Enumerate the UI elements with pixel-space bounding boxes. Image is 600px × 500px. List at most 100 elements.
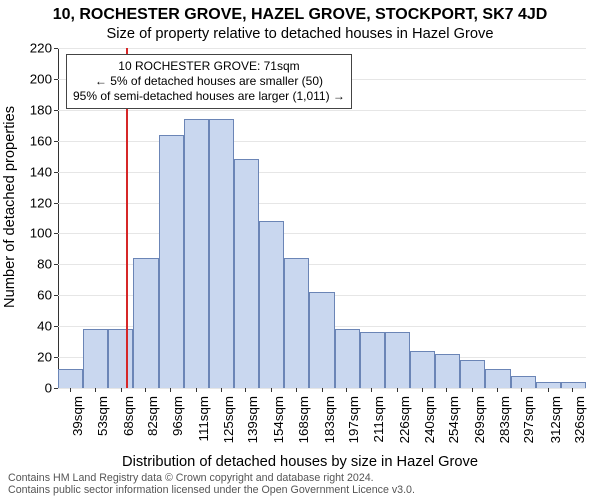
histogram-bar bbox=[159, 135, 184, 388]
annotation-line-smaller: ← 5% of detached houses are smaller (50) bbox=[73, 74, 345, 89]
y-tick-label: 100 bbox=[24, 226, 52, 241]
y-tick-label: 180 bbox=[24, 102, 52, 117]
x-tick-label: 168sqm bbox=[296, 396, 311, 446]
chart-address-title: 10, ROCHESTER GROVE, HAZEL GROVE, STOCKP… bbox=[0, 6, 600, 24]
y-tick-label: 120 bbox=[24, 195, 52, 210]
annotation-line-larger: 95% of semi-detached houses are larger (… bbox=[73, 89, 345, 104]
y-tick-mark bbox=[54, 233, 58, 234]
histogram-bar bbox=[511, 376, 536, 388]
x-tick-label: 96sqm bbox=[170, 396, 185, 446]
x-tick-mark bbox=[497, 388, 498, 392]
histogram-bar bbox=[184, 119, 209, 388]
x-tick-label: 154sqm bbox=[271, 396, 286, 446]
histogram-bar bbox=[561, 382, 586, 388]
y-tick-mark bbox=[54, 264, 58, 265]
histogram-bar bbox=[385, 332, 410, 388]
x-tick-label: 68sqm bbox=[121, 396, 136, 446]
histogram-bar bbox=[410, 351, 435, 388]
y-tick-mark bbox=[54, 141, 58, 142]
y-axis-line bbox=[58, 48, 59, 388]
x-tick-mark bbox=[121, 388, 122, 392]
y-tick-label: 80 bbox=[24, 257, 52, 272]
footer-line-2: Contains public sector information licen… bbox=[8, 484, 415, 496]
x-tick-label: 312sqm bbox=[548, 396, 563, 446]
y-tick-label: 60 bbox=[24, 288, 52, 303]
x-tick-mark bbox=[472, 388, 473, 392]
y-tick-mark bbox=[54, 295, 58, 296]
y-tick-label: 140 bbox=[24, 164, 52, 179]
histogram-bar bbox=[209, 119, 234, 388]
x-tick-mark bbox=[521, 388, 522, 392]
x-tick-label: 211sqm bbox=[371, 396, 386, 446]
histogram-bar bbox=[83, 329, 108, 388]
x-tick-mark bbox=[196, 388, 197, 392]
histogram-bar bbox=[108, 329, 133, 388]
footer-line-1: Contains HM Land Registry data © Crown c… bbox=[8, 472, 415, 484]
y-tick-mark bbox=[54, 172, 58, 173]
y-tick-mark bbox=[54, 388, 58, 389]
y-tick-mark bbox=[54, 110, 58, 111]
x-tick-mark bbox=[322, 388, 323, 392]
y-tick-label: 0 bbox=[24, 381, 52, 396]
y-tick-label: 200 bbox=[24, 71, 52, 86]
x-tick-label: 111sqm bbox=[196, 396, 211, 446]
gridline-h bbox=[58, 203, 586, 204]
histogram-bar bbox=[485, 369, 510, 388]
x-tick-mark bbox=[446, 388, 447, 392]
histogram-bar bbox=[309, 292, 334, 388]
x-tick-mark bbox=[170, 388, 171, 392]
x-tick-label: 283sqm bbox=[497, 396, 512, 446]
x-tick-mark bbox=[271, 388, 272, 392]
x-tick-label: 183sqm bbox=[322, 396, 337, 446]
x-tick-mark bbox=[245, 388, 246, 392]
x-tick-mark bbox=[70, 388, 71, 392]
x-tick-label: 125sqm bbox=[221, 396, 236, 446]
histogram-bar bbox=[133, 258, 158, 388]
histogram-bar bbox=[234, 159, 259, 388]
histogram-bar bbox=[360, 332, 385, 388]
x-tick-label: 139sqm bbox=[245, 396, 260, 446]
gridline-h bbox=[58, 141, 586, 142]
chart-subtitle: Size of property relative to detached ho… bbox=[0, 26, 600, 42]
x-tick-mark bbox=[548, 388, 549, 392]
x-tick-mark bbox=[145, 388, 146, 392]
x-tick-mark bbox=[346, 388, 347, 392]
histogram-bar bbox=[284, 258, 309, 388]
histogram-bar bbox=[435, 354, 460, 388]
x-tick-label: 197sqm bbox=[346, 396, 361, 446]
x-tick-mark bbox=[95, 388, 96, 392]
y-tick-mark bbox=[54, 357, 58, 358]
x-tick-mark bbox=[422, 388, 423, 392]
y-axis-label: Number of detached properties bbox=[2, 106, 18, 308]
histogram-bar bbox=[460, 360, 485, 388]
x-tick-label: 226sqm bbox=[397, 396, 412, 446]
y-tick-mark bbox=[54, 326, 58, 327]
x-tick-label: 326sqm bbox=[572, 396, 587, 446]
histogram-bar bbox=[259, 221, 284, 388]
y-tick-label: 220 bbox=[24, 41, 52, 56]
x-tick-mark bbox=[397, 388, 398, 392]
x-tick-label: 53sqm bbox=[95, 396, 110, 446]
x-tick-label: 82sqm bbox=[145, 396, 160, 446]
x-tick-mark bbox=[572, 388, 573, 392]
gridline-h bbox=[58, 110, 586, 111]
y-tick-label: 40 bbox=[24, 319, 52, 334]
x-tick-label: 39sqm bbox=[70, 396, 85, 446]
y-tick-mark bbox=[54, 203, 58, 204]
x-tick-mark bbox=[296, 388, 297, 392]
y-tick-label: 160 bbox=[24, 133, 52, 148]
x-axis-label: Distribution of detached houses by size … bbox=[0, 454, 600, 470]
chart-container: 10, ROCHESTER GROVE, HAZEL GROVE, STOCKP… bbox=[0, 0, 600, 500]
gridline-h bbox=[58, 172, 586, 173]
y-tick-label: 20 bbox=[24, 350, 52, 365]
histogram-bar bbox=[335, 329, 360, 388]
x-tick-mark bbox=[371, 388, 372, 392]
x-tick-mark bbox=[221, 388, 222, 392]
histogram-bar bbox=[58, 369, 83, 388]
x-tick-label: 254sqm bbox=[446, 396, 461, 446]
y-tick-mark bbox=[54, 79, 58, 80]
x-tick-label: 240sqm bbox=[422, 396, 437, 446]
gridline-h bbox=[58, 48, 586, 49]
annotation-line-size: 10 ROCHESTER GROVE: 71sqm bbox=[73, 59, 345, 74]
x-tick-label: 269sqm bbox=[472, 396, 487, 446]
